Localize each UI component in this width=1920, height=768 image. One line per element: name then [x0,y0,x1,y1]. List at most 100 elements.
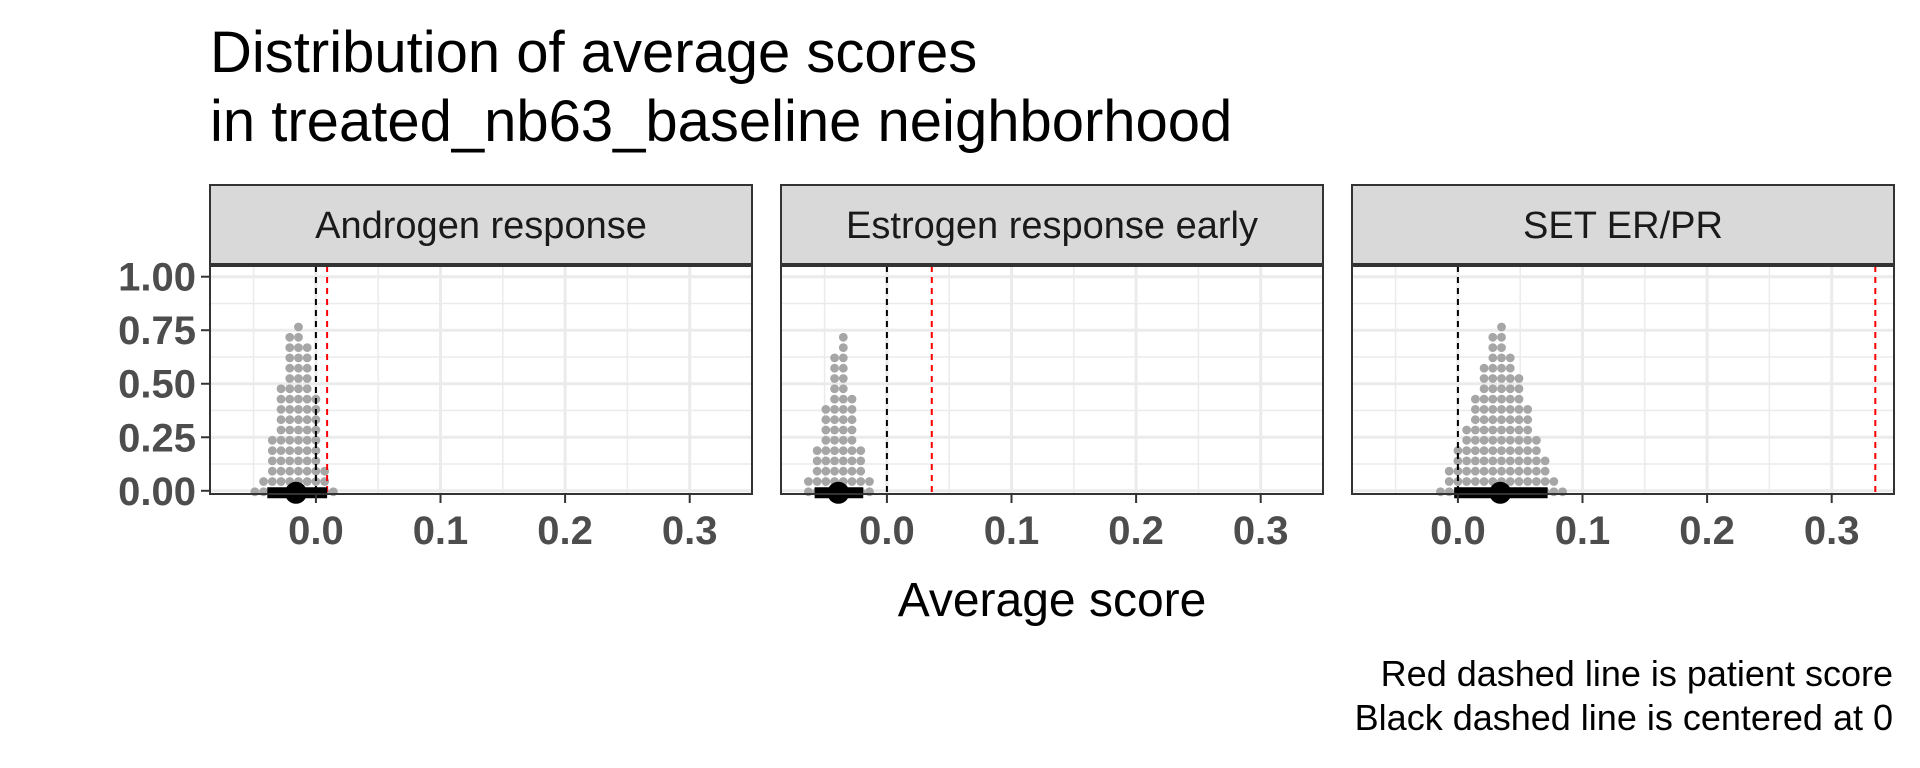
dot [856,446,866,455]
dot [302,435,312,445]
dot [285,404,295,414]
dot [302,384,312,394]
dot [1505,446,1515,455]
dot [1497,466,1506,476]
dot [1532,435,1541,445]
dot [812,477,822,486]
dot [847,446,857,455]
dot [821,435,831,445]
dot [838,394,848,404]
dot [1470,404,1480,414]
dot [1497,322,1506,332]
dot [1549,477,1559,486]
caption-line-2: Black dashed line is centered at 0 [1355,697,1893,738]
dot [285,384,295,394]
dot [276,415,286,425]
dot [1505,374,1515,383]
dot [1470,415,1480,425]
dot [838,446,848,455]
dot [294,363,303,373]
dot [1488,363,1498,373]
dot [856,456,866,466]
dot [285,332,295,342]
caption-line-1: Red dashed line is patient score [1381,653,1893,694]
dot [830,353,839,363]
dot [847,477,857,486]
median-point [284,481,307,504]
dot [1532,466,1541,476]
dot [294,353,303,363]
dot [1497,353,1506,363]
dot [1488,353,1498,363]
dot [285,353,295,363]
dot [1497,343,1506,352]
panel-border [209,265,753,495]
dot [311,425,321,435]
dot [1497,446,1506,455]
x-tick-label: 0.2 [1679,509,1735,553]
dot [838,374,848,383]
dot [830,466,839,476]
dot [821,446,831,455]
dot [1479,435,1489,445]
dot [1523,415,1533,425]
dot [1514,425,1524,435]
dot [1470,477,1480,486]
dot [1514,394,1524,404]
dot [1497,435,1506,445]
dot [294,415,303,425]
dot [1488,394,1498,404]
dot [1453,456,1463,466]
dot [302,477,312,486]
dot [1505,456,1515,466]
dot [865,477,874,486]
dot [1514,456,1524,466]
dot [1444,477,1454,486]
x-axis: 0.0 0.1 0.2 0.3 [859,494,1289,553]
strip-background [780,184,1324,265]
dot [267,435,277,445]
x-tick-label: 0.2 [1108,509,1164,553]
dot [838,343,848,352]
dot [294,466,303,476]
y-tick-label: 0.75 [118,309,196,353]
strip-label: Androgen response [315,205,647,247]
dot [302,404,312,414]
dot [1453,446,1463,455]
strip-label: SET ER/PR [1523,205,1723,247]
dot [821,466,831,476]
dot [830,435,839,445]
x-tick-label: 0.3 [662,509,718,553]
dot [1514,477,1524,486]
dot [1488,425,1498,435]
dot [1497,332,1506,342]
dot [812,456,822,466]
dot [311,466,321,476]
x-tick-label: 0.2 [537,509,593,553]
dot [838,384,848,394]
dot [838,435,848,445]
dot [1514,446,1524,455]
dot [1470,435,1480,445]
dot [838,363,848,373]
dot [1470,466,1480,476]
dot [1462,456,1472,466]
dot [838,425,848,435]
dot [302,425,312,435]
dot [838,404,848,414]
dot [1532,477,1541,486]
dot [294,332,303,342]
dot [276,446,286,455]
dot [1488,384,1498,394]
dot [1505,384,1515,394]
dot [1479,384,1489,394]
dot [302,374,312,383]
dot [1470,425,1480,435]
dot [302,466,312,476]
dot [285,435,295,445]
dot [1514,384,1524,394]
x-axis-title: Average score [898,574,1207,627]
dot [1462,477,1472,486]
x-tick-label: 0.0 [859,509,915,553]
dot [1479,374,1489,383]
